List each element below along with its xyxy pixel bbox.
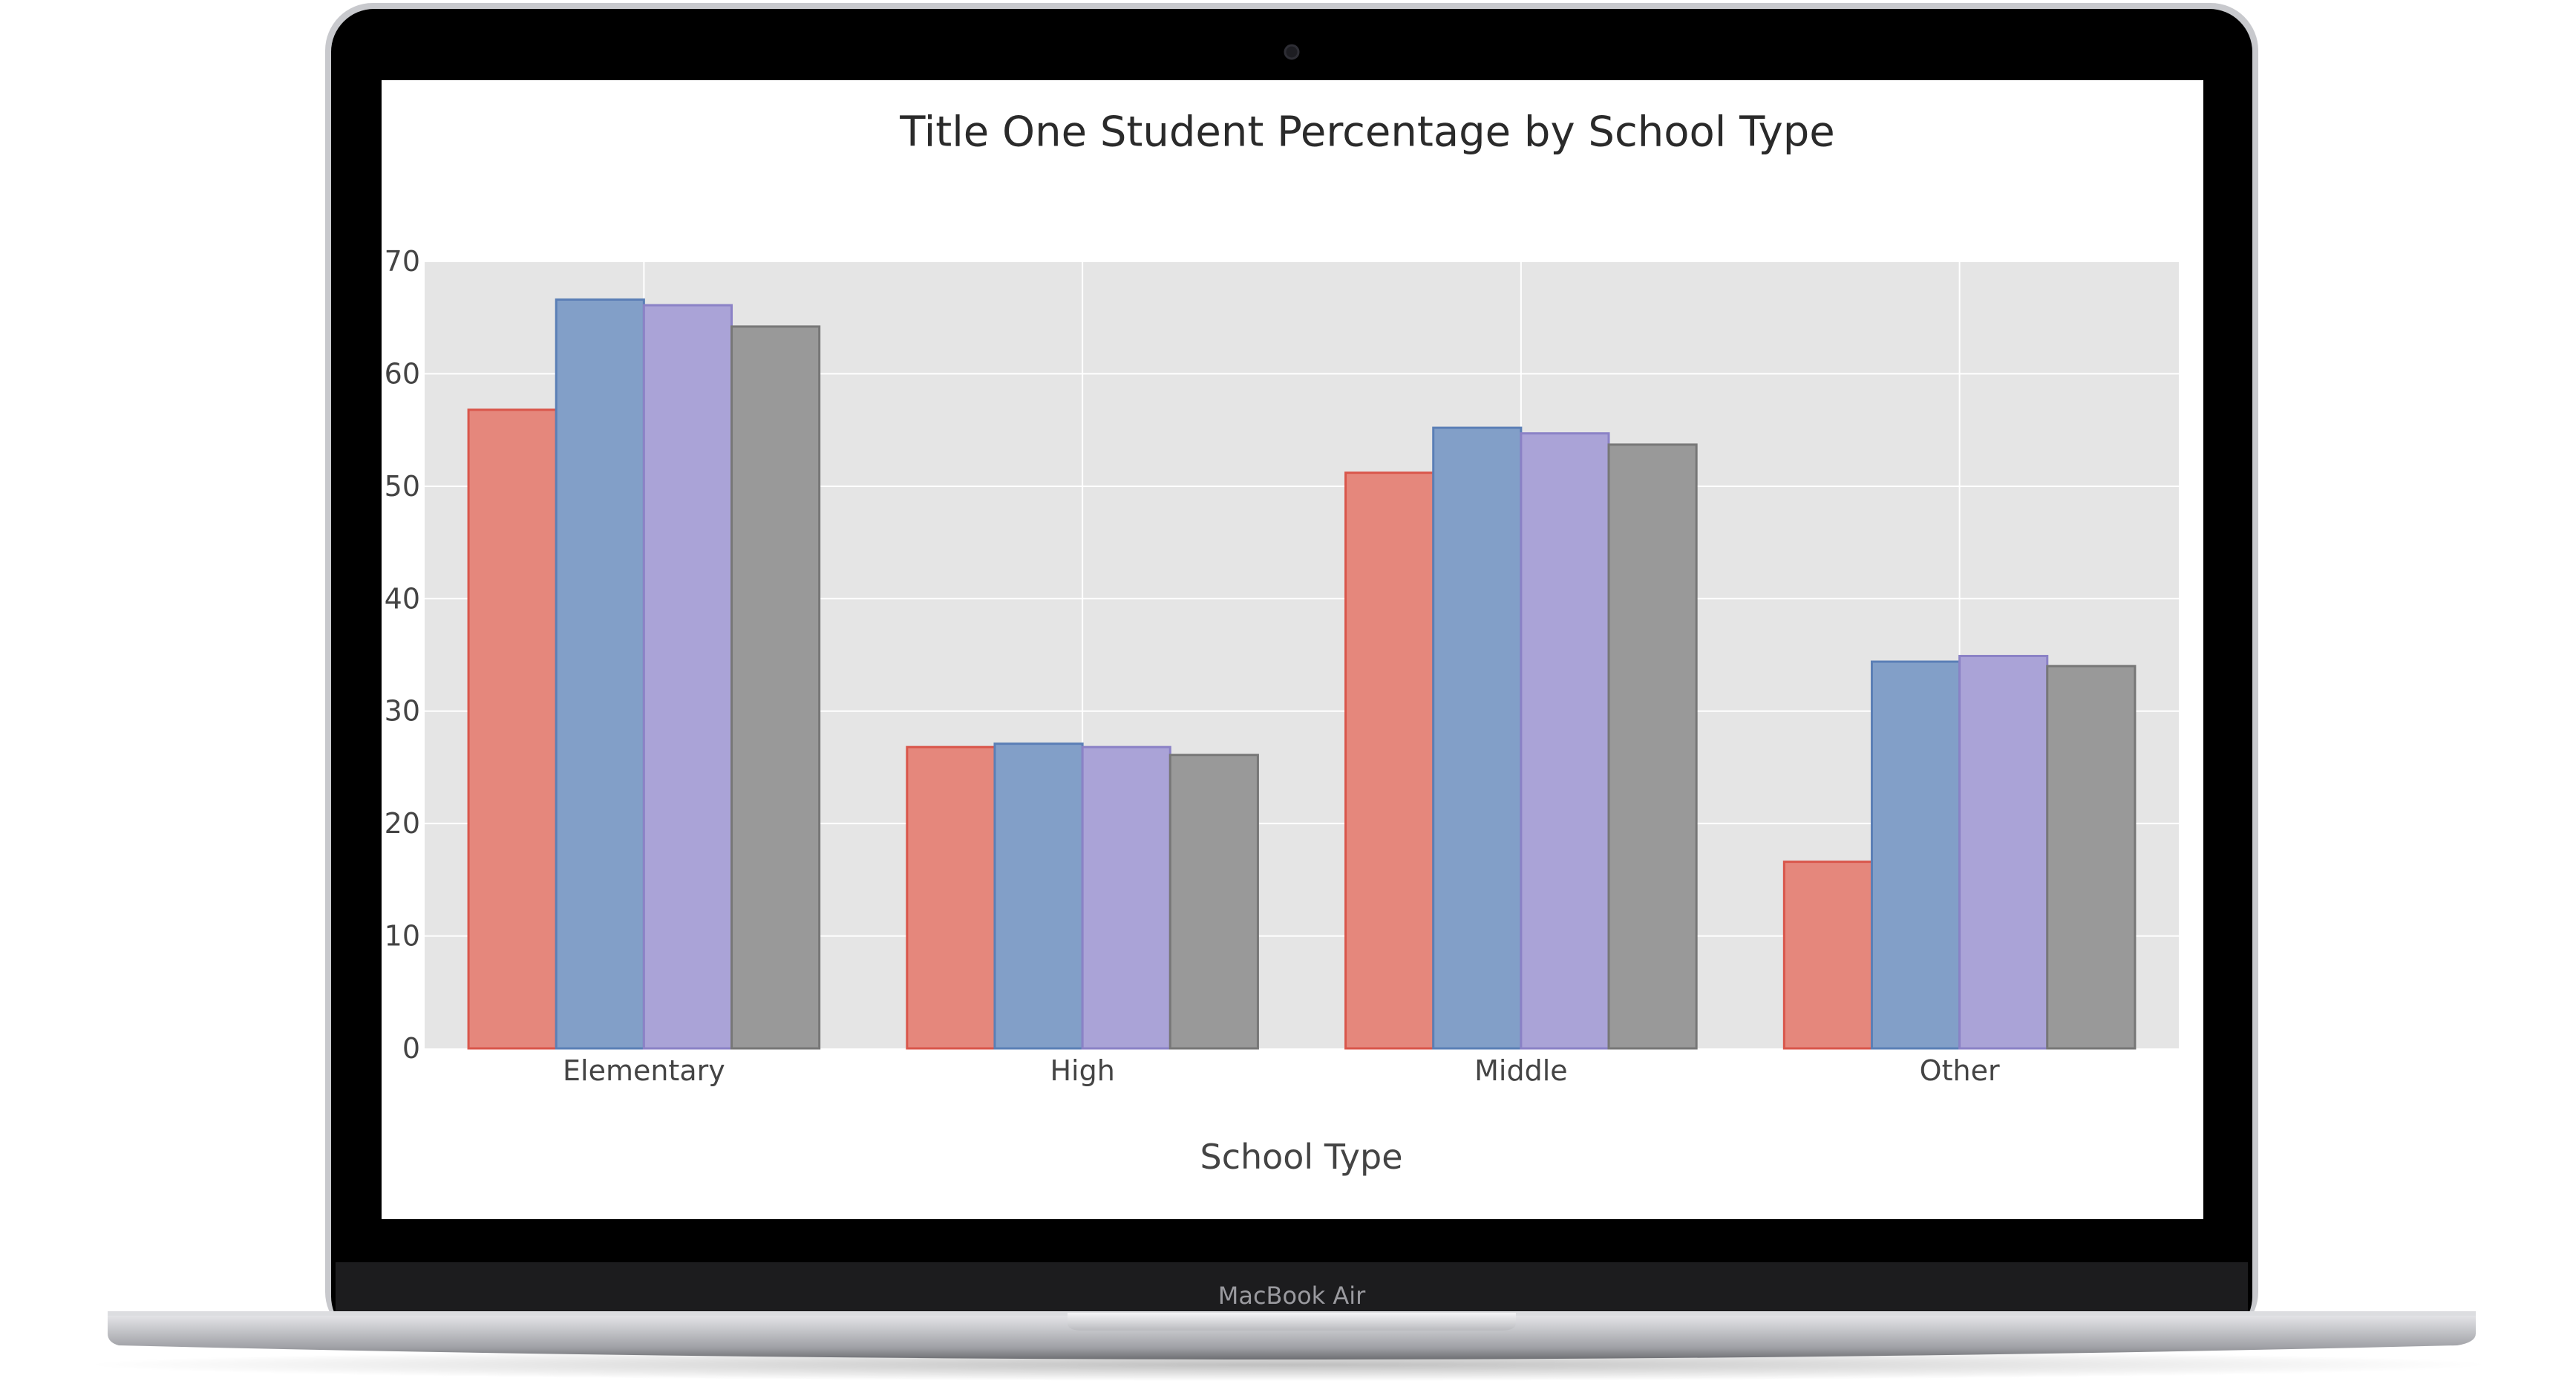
laptop-brand-label: MacBook Air: [1218, 1282, 1366, 1310]
y-tick-label: 60: [385, 357, 420, 390]
bar: [1168, 754, 1259, 1050]
x-axis-title: School Type: [1200, 1137, 1403, 1177]
bars: [467, 298, 2137, 1050]
x-tick-label: Elementary: [563, 1054, 725, 1087]
bar: [1607, 443, 1698, 1050]
y-tick-label: 10: [385, 920, 420, 953]
bar: [906, 745, 996, 1050]
chart-title: Title One Student Percentage by School T…: [899, 108, 1835, 157]
bar: [993, 742, 1084, 1050]
bar-chart: Title One Student Percentage by School T…: [385, 108, 2179, 1177]
bar: [467, 408, 558, 1050]
bar: [1520, 432, 1610, 1050]
bar: [1782, 861, 1873, 1050]
y-tick-label: 20: [385, 807, 420, 840]
x-tick-label: Middle: [1474, 1054, 1568, 1087]
camera-icon: [1284, 44, 1300, 60]
x-tick-label: Other: [1920, 1054, 2000, 1087]
laptop-shadow: [85, 1348, 2491, 1381]
bar: [730, 325, 821, 1050]
bar: [555, 298, 645, 1050]
y-axis-ticks: 0 10 20 30 40 50 60 70: [385, 245, 420, 1065]
laptop-hinge-notch: [1068, 1313, 1516, 1331]
bar: [642, 304, 733, 1050]
y-tick-label: 40: [385, 582, 420, 615]
bar: [1081, 745, 1171, 1050]
bar: [1870, 660, 1961, 1050]
x-tick-label: High: [1050, 1054, 1114, 1087]
bar: [2046, 665, 2137, 1050]
bar: [1344, 471, 1435, 1050]
y-tick-label: 0: [402, 1032, 420, 1065]
bar: [1432, 426, 1523, 1050]
y-tick-label: 50: [385, 470, 420, 503]
bar: [1958, 655, 2049, 1050]
laptop-base: [108, 1313, 2476, 1359]
y-tick-label: 30: [385, 695, 420, 728]
x-axis-ticks: Elementary High Middle Other: [563, 1054, 2000, 1087]
y-tick-label: 70: [385, 245, 420, 278]
